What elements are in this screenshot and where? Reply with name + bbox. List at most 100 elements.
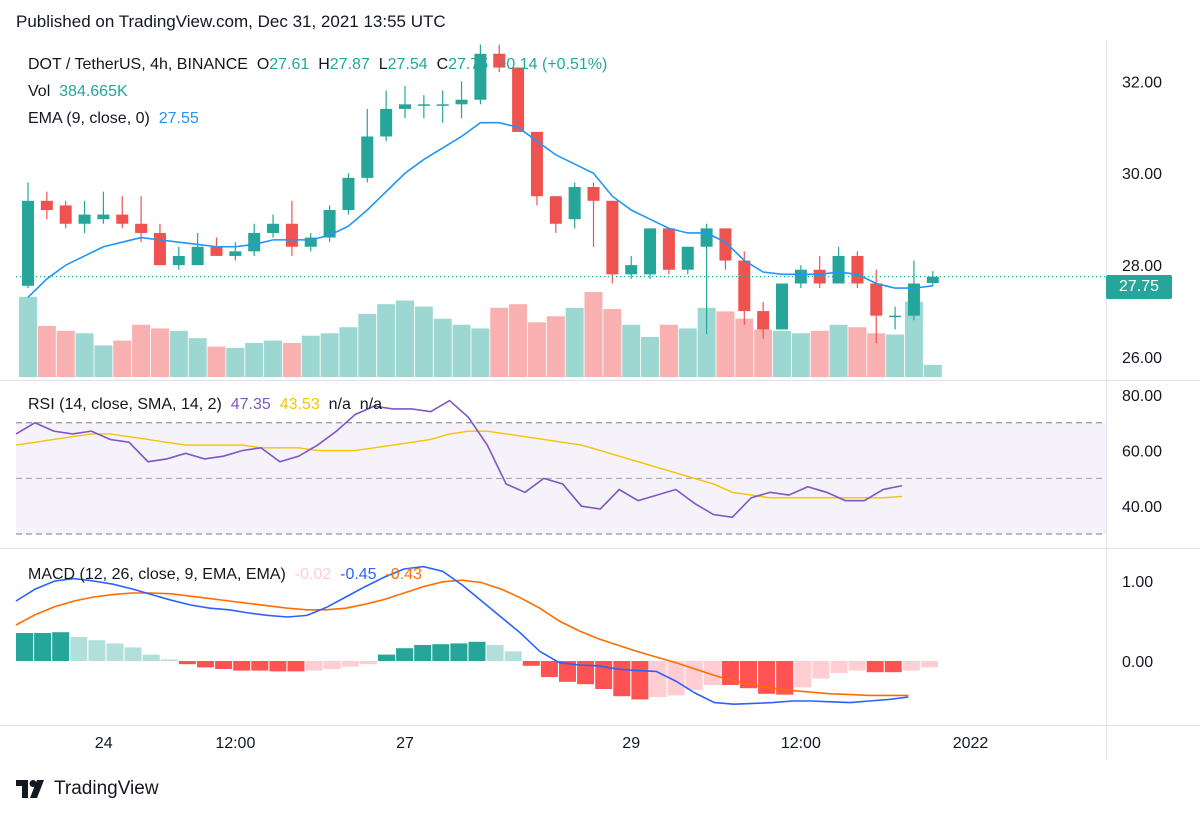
price-tick-label: 28.00 — [1122, 258, 1162, 275]
volume-bar — [735, 318, 754, 377]
candle-body — [304, 237, 317, 247]
macd-histogram-bar — [468, 641, 486, 661]
macd-value: -0.45 — [340, 566, 377, 583]
time-tick-label: 29 — [622, 735, 640, 752]
candle-body — [267, 223, 280, 233]
volume-bar — [678, 328, 697, 377]
price-tick-label: 26.00 — [1122, 350, 1162, 367]
candle-body — [606, 200, 619, 275]
candle-body — [417, 104, 430, 106]
rsi-value: 47.35 — [230, 396, 271, 413]
macd-label[interactable]: MACD (12, 26, close, 9, EMA, EMA) — [28, 566, 286, 583]
time-tick-label: 12:00 — [215, 735, 255, 752]
volume-value: 384.665K — [59, 83, 128, 100]
rsi-label[interactable]: RSI (14, close, SMA, 14, 2) — [28, 396, 222, 413]
volume-bar — [622, 324, 641, 377]
price-tick-label: 32.00 — [1122, 74, 1162, 91]
ema-label[interactable]: EMA (9, close, 0) — [28, 110, 150, 127]
candle-body — [229, 251, 242, 256]
candle-body — [153, 232, 166, 266]
volume-bar — [509, 304, 528, 377]
volume-bar — [546, 316, 565, 377]
macd-histogram-bar — [106, 643, 124, 661]
volume-bar — [867, 333, 886, 377]
macd-histogram-bar — [504, 651, 522, 661]
macd-histogram-bar — [631, 661, 649, 700]
close-value: 27.75 — [448, 56, 489, 73]
rsi-ma-line — [15, 430, 903, 499]
footer-brand[interactable]: TradingView — [16, 778, 159, 800]
volume-bar — [169, 330, 188, 377]
macd-histogram-bar — [577, 661, 595, 685]
macd-histogram-bar — [866, 661, 884, 673]
macd-histogram-bar — [414, 645, 432, 661]
macd-histogram-bar — [740, 661, 757, 689]
rsi-tick-label: 80.00 — [1122, 388, 1162, 405]
volume-bar — [923, 364, 942, 377]
published-header: Published on TradingView.com, Dec 31, 20… — [16, 12, 446, 31]
volume-bar — [37, 326, 56, 377]
volume-bar — [132, 324, 151, 377]
macd-histogram-bar — [287, 661, 305, 672]
macd-histogram-bar — [124, 647, 142, 661]
candle-body — [870, 283, 883, 316]
volume-bar — [113, 340, 132, 377]
candle-body — [889, 315, 902, 318]
signal-value: -0.43 — [385, 566, 422, 583]
volume-bar — [320, 333, 339, 377]
candle-body — [172, 255, 185, 266]
candle-body — [210, 246, 223, 256]
candle-body — [662, 228, 675, 270]
candle-body — [738, 260, 751, 312]
macd-histogram-bar — [34, 633, 52, 661]
volume-bar — [150, 328, 169, 377]
candle-body — [361, 136, 374, 178]
candle-body — [59, 205, 72, 224]
macd-histogram-bar — [233, 661, 251, 671]
symbol-label[interactable]: DOT / TetherUS, 4h, BINANCE — [28, 56, 248, 73]
macd-histogram-bar — [703, 661, 721, 685]
macd-histogram-bar — [160, 659, 178, 661]
candle-body — [907, 283, 920, 316]
macd-histogram-bar — [884, 661, 902, 673]
macd-histogram-bar — [215, 661, 233, 669]
candle-body — [97, 214, 110, 220]
volume-bar — [886, 334, 905, 377]
volume-bar — [716, 311, 735, 377]
volume-label[interactable]: Vol — [28, 83, 51, 100]
candle-body — [323, 210, 336, 238]
volume-bar — [207, 346, 226, 377]
volume-bar — [773, 330, 791, 377]
volume-bar — [810, 330, 829, 377]
candle-body — [22, 200, 34, 286]
macd-histogram-bar — [142, 654, 160, 661]
candle-body — [399, 104, 411, 109]
footer-brand-label: TradingView — [54, 778, 159, 799]
macd-histogram-bar — [921, 661, 938, 668]
time-tick-label: 24 — [95, 735, 113, 752]
candle-body — [530, 131, 543, 197]
candle-body — [135, 223, 148, 233]
candle-body — [380, 108, 393, 137]
macd-histogram-bar — [848, 661, 866, 671]
candle-body — [474, 53, 487, 100]
volume-bar — [641, 336, 660, 377]
low-value: 27.54 — [387, 56, 428, 73]
volume-bar — [697, 307, 716, 377]
candle-body — [719, 228, 732, 261]
low-label: L — [378, 56, 388, 73]
rsi-na-1: n/a — [328, 396, 351, 413]
volume-bar — [339, 327, 358, 377]
volume-bar — [490, 307, 509, 377]
volume-bar — [188, 338, 207, 377]
macd-histogram-bar — [794, 661, 812, 688]
ema-legend: EMA (9, close, 0) 27.55 — [28, 110, 199, 128]
candle-body — [644, 228, 657, 275]
macd-histogram-bar — [305, 661, 323, 671]
macd-signal-line — [15, 579, 909, 697]
volume-bar — [433, 318, 452, 377]
volume-bar — [264, 340, 283, 377]
volume-bar — [282, 343, 301, 377]
candle-body — [78, 214, 91, 224]
